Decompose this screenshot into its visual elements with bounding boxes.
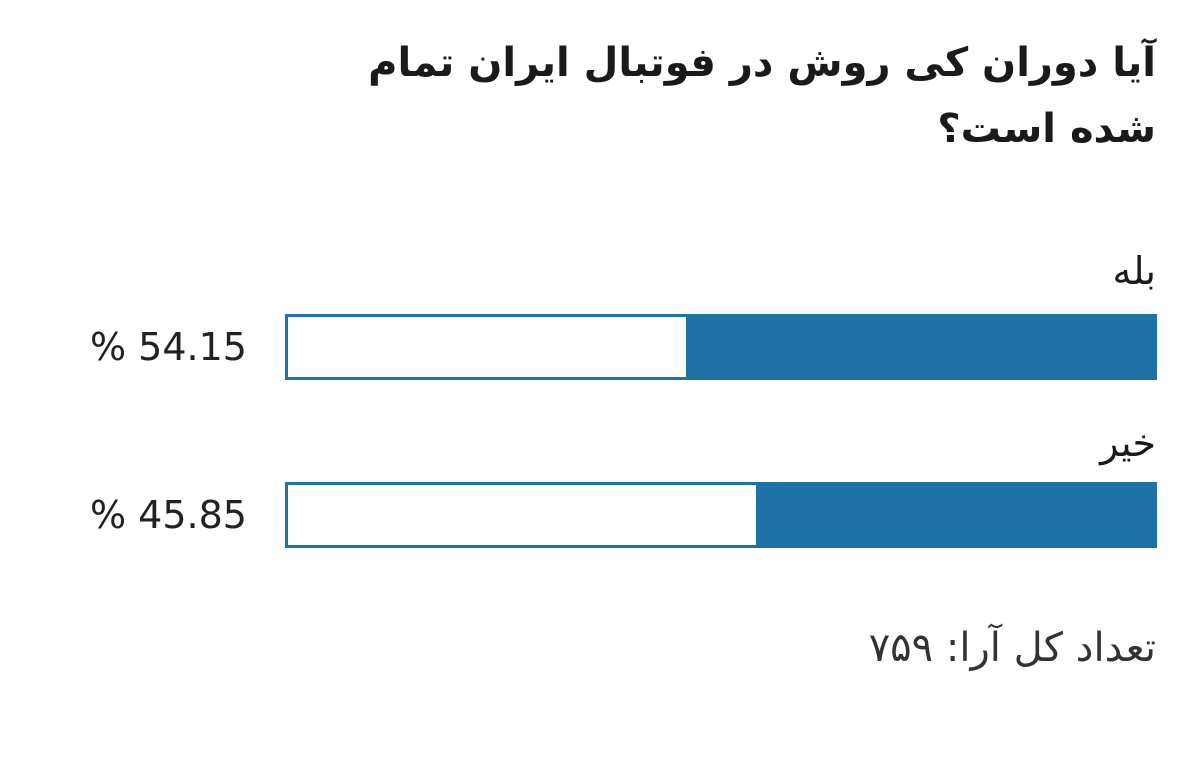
result-bar-no bbox=[285, 482, 1157, 548]
total-votes-value: ۷۵۹ bbox=[868, 625, 934, 671]
option-row-no: % 45.85 bbox=[0, 482, 1200, 548]
option-row-yes: % 54.15 bbox=[0, 314, 1200, 380]
option-label-yes: بله bbox=[1112, 249, 1156, 293]
total-votes-label: تعداد کل آرا: bbox=[945, 625, 1156, 671]
total-votes: تعداد کل آرا: ۷۵۹ bbox=[869, 620, 1156, 676]
option-label-no: خیر bbox=[1100, 421, 1156, 465]
result-bar-fill-no bbox=[755, 485, 1154, 545]
result-bar-fill-yes bbox=[686, 317, 1154, 377]
poll-question: آیا دوران کی روش در فوتبال ایران تمام شد… bbox=[368, 40, 1156, 152]
option-percent-no: % 45.85 bbox=[90, 493, 247, 537]
result-bar-yes bbox=[285, 314, 1157, 380]
option-percent-yes: % 54.15 bbox=[90, 325, 247, 369]
